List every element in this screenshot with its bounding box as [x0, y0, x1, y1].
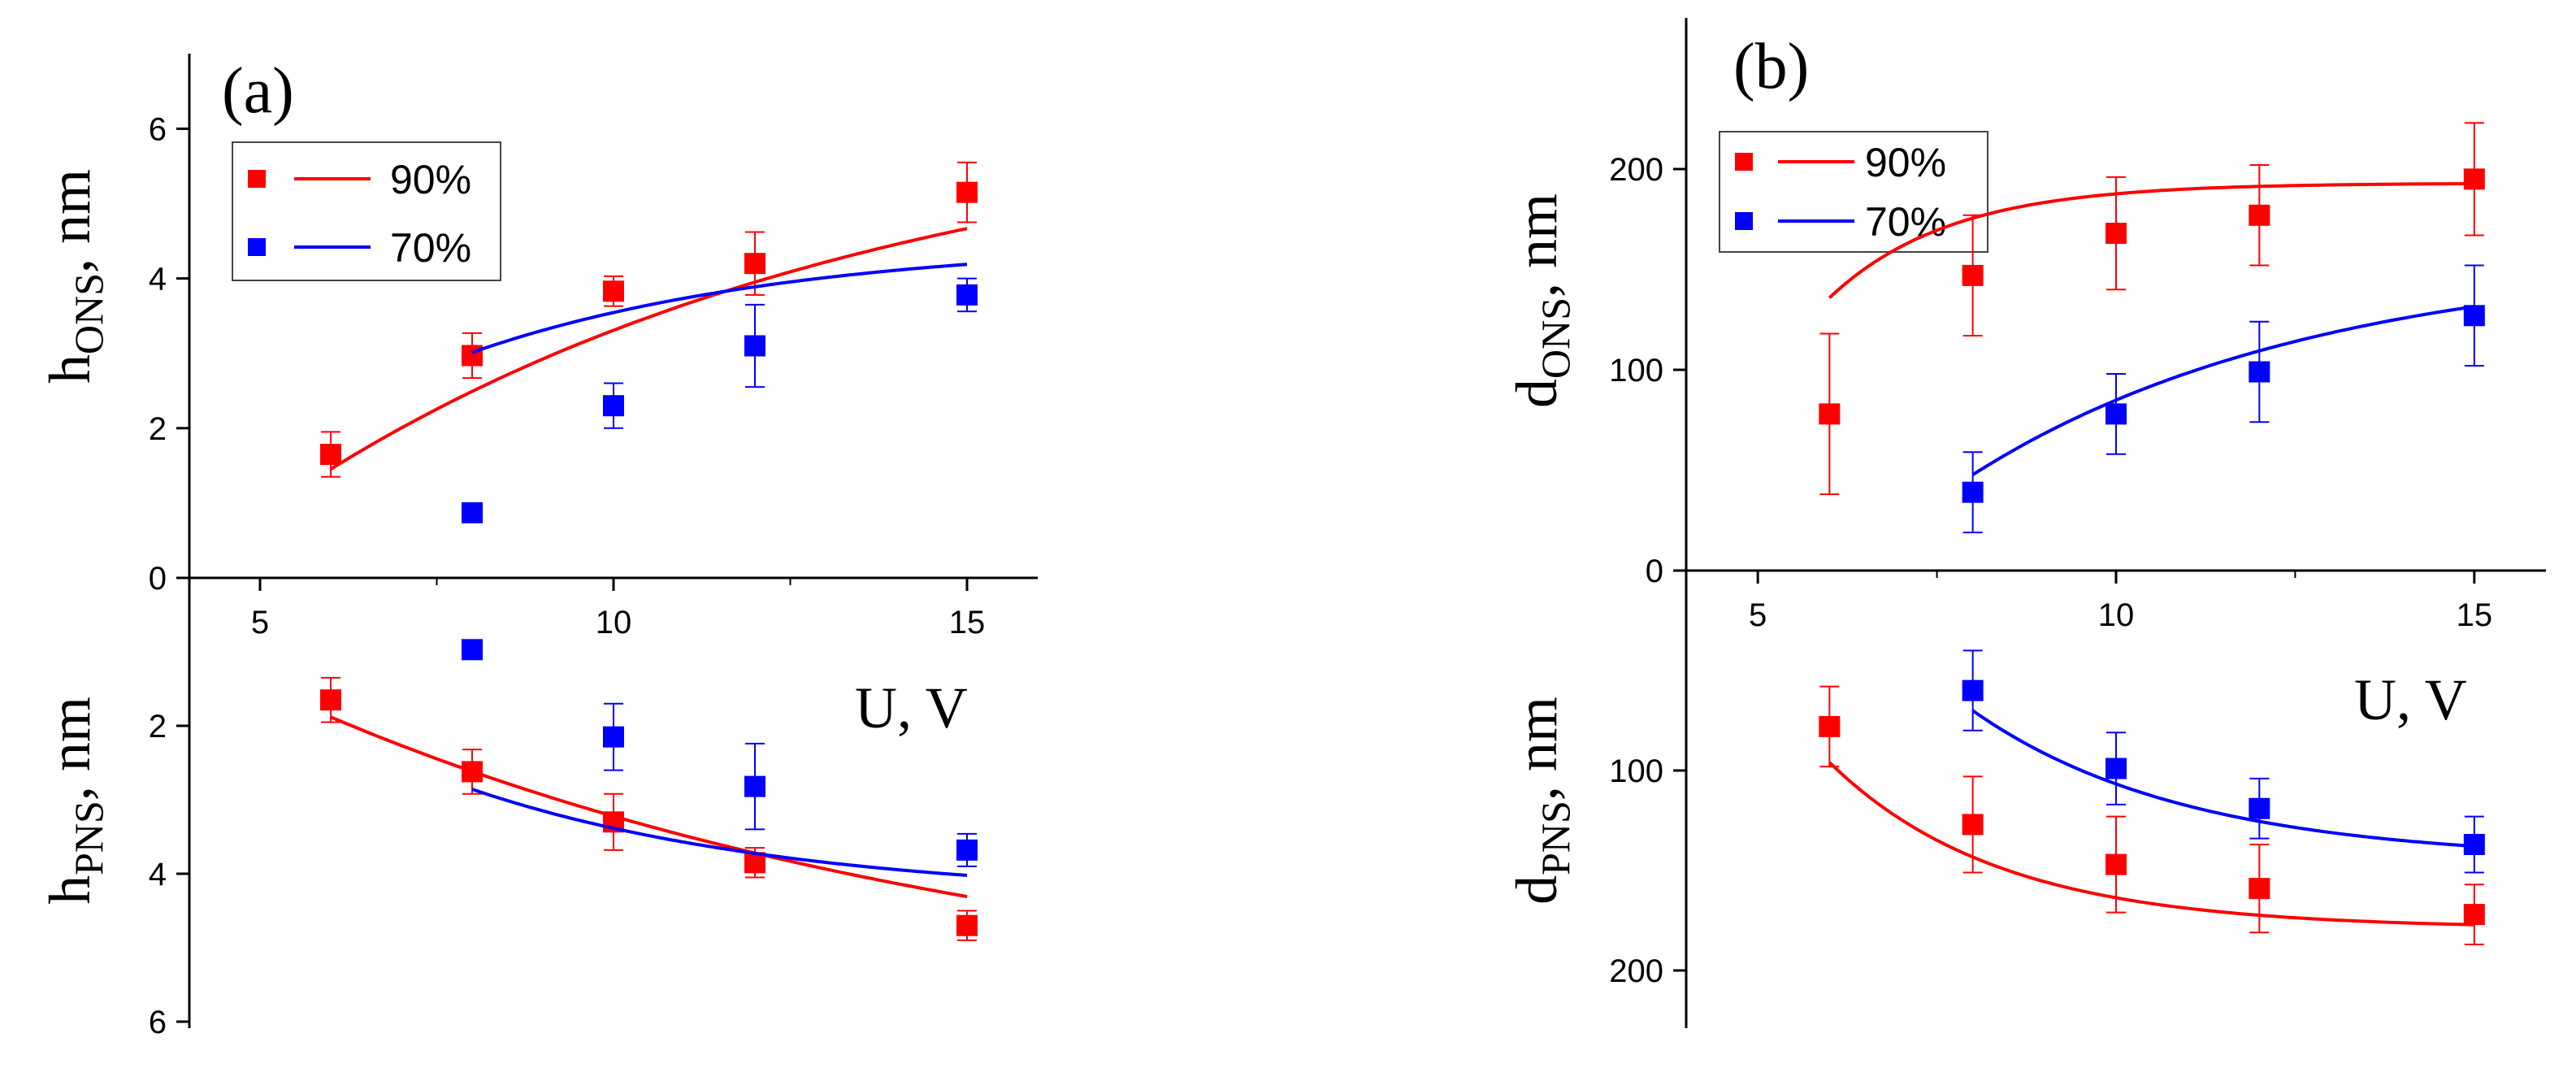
- panel-b-x-tick-label: 10: [2098, 597, 2135, 633]
- panel-a-series-70-lower-point: [956, 839, 978, 861]
- panel-a-series-90-upper-point: [320, 444, 341, 466]
- panel-b-series-70-lower-point: [2463, 834, 2485, 856]
- panel-b-series-70-upper-point: [2463, 305, 2485, 327]
- panel-b-legend-swatch-90: [1735, 153, 1753, 171]
- panel-b-series-90-lower-point: [2249, 878, 2270, 900]
- panel-a-series-90-upper-point: [744, 253, 765, 275]
- panel-b-series-70-upper-fit-line: [1971, 305, 2475, 476]
- panel-a-upper-y-tick-label: 4: [149, 262, 167, 297]
- panel-b-series-90-upper-point: [2463, 168, 2485, 190]
- panel-a-series-90-upper-point: [462, 345, 483, 367]
- panel-b-series-90-upper-point: [1819, 403, 1841, 425]
- panel-a-chart: (a) hONS, nm hPNS, nm U, V 90% 70% 5 10 15…: [37, 54, 1038, 1040]
- panel-a-series-90-lower-point: [956, 914, 978, 936]
- panel-a-series-70-lower-point: [603, 726, 624, 748]
- panel-b-series-70-upper-point: [1962, 481, 1984, 503]
- panel-b-upper-y-tick-label: 0: [1646, 554, 1663, 589]
- panel-b-legend-box: [1719, 131, 1988, 253]
- panel-b-lower-y-tick-label: 200: [1609, 953, 1663, 989]
- panel-a-legend-label-90: 90%: [390, 157, 471, 202]
- panel-a-series-70-lower-fit-line: [471, 788, 968, 877]
- panel-a-series-70-upper-point: [462, 501, 483, 523]
- panel-b-series-90-lower-fit-line: [1828, 761, 2474, 927]
- panel-b-label: (b): [1733, 31, 1809, 102]
- panel-b-lower-y-tick-label: 100: [1609, 753, 1663, 789]
- panel-b-legend-label-90: 90%: [1865, 140, 1946, 185]
- panel-a-upper-y-tick-label: 2: [149, 411, 167, 447]
- panel-b-x-tick-label: 5: [1749, 597, 1767, 633]
- panel-b-series-90-upper-fit-line: [1828, 182, 2474, 299]
- panel-a-lower-y-tick-label: 4: [149, 857, 167, 892]
- panel-a-legend-swatch-70: [248, 238, 266, 256]
- panel-a-x-tick-label: 10: [596, 605, 632, 640]
- panel-b-series-70-upper-point: [2249, 361, 2270, 383]
- panel-a-lower-ylabel: hPNS, nm: [37, 697, 111, 905]
- panel-b-series-90-upper-point: [1962, 264, 1984, 286]
- panel-a-series-70-lower-point: [462, 639, 483, 661]
- panel-b-series-90-lower-point: [2463, 904, 2485, 926]
- panel-a-series-90-upper-point: [956, 181, 978, 203]
- panel-b-x-tick-label: 15: [2457, 597, 2493, 633]
- panel-a-legend-label-70: 70%: [390, 225, 471, 271]
- panel-a-series-90-upper-point: [603, 280, 624, 302]
- panel-b-legend: 90% 70%: [1719, 131, 1988, 253]
- panel-a-x-tick-label: 5: [251, 605, 269, 640]
- panel-a-series-70-upper-point: [956, 284, 978, 306]
- panel-b-series-90-upper-point: [2249, 204, 2270, 226]
- panel-a-upper-ylabel: hONS, nm: [37, 169, 111, 384]
- panel-a-legend: 90% 70%: [232, 141, 501, 281]
- panel-b-series-70-upper-point: [2105, 403, 2127, 425]
- panel-a-series-90-lower-point: [320, 689, 341, 711]
- panel-b-series-90-lower-point: [1962, 814, 1984, 836]
- panel-a-series-70-upper-point: [603, 395, 624, 417]
- panel-b-series-90-lower-point: [1819, 715, 1841, 737]
- panel-b-legend-swatch-70: [1735, 212, 1753, 230]
- panel-a-label: (a): [222, 55, 294, 127]
- panel-a-legend-box: [232, 141, 501, 281]
- panel-b-series-90-lower-point: [2105, 853, 2127, 875]
- panel-a-legend-swatch-90: [248, 170, 266, 188]
- panel-b-upper-y-tick-label: 100: [1609, 353, 1663, 389]
- panel-a-x-tick-label: 15: [949, 605, 986, 640]
- panel-b-upper-y-tick-label: 200: [1609, 152, 1663, 188]
- panel-a-series-70-lower-point: [744, 775, 765, 797]
- panel-a-xlabel: U, V: [855, 675, 968, 740]
- panel-b-series-70-lower-point: [1962, 679, 1984, 701]
- panel-b-series-70-lower-fit-line: [1971, 709, 2474, 849]
- panel-a-lower-y-tick-label: 6: [149, 1005, 167, 1040]
- panel-a-upper-y-tick-label: 6: [149, 111, 167, 147]
- panel-b-upper-ylabel: dONS, nm: [1504, 193, 1578, 408]
- panel-b-series-70-lower-point: [2105, 758, 2127, 779]
- panel-b-legend-label-70: 70%: [1865, 199, 1946, 245]
- panel-b-lower-ylabel: dPNS, nm: [1504, 697, 1578, 905]
- panel-a-series-70-upper-point: [744, 335, 765, 357]
- panel-b-chart: (b) dONS, nm dPNS, nm U, V 90% 70% 5 10 15…: [1504, 18, 2546, 1028]
- panel-b-series-90-upper-point: [2105, 223, 2127, 245]
- panel-a-series-90-lower-fit-line: [330, 715, 968, 899]
- panel-a-upper-y-tick-label: 0: [149, 561, 167, 597]
- panel-a-series-70-upper-fit-line: [471, 263, 968, 354]
- panel-a-lower-y-tick-label: 2: [149, 709, 167, 745]
- panel-b-xlabel: U, V: [2354, 667, 2467, 732]
- panel-b-series-70-lower-point: [2249, 797, 2270, 819]
- panel-a-series-90-lower-point: [462, 761, 483, 783]
- panel-a-series-90-upper-fit-line: [329, 227, 968, 471]
